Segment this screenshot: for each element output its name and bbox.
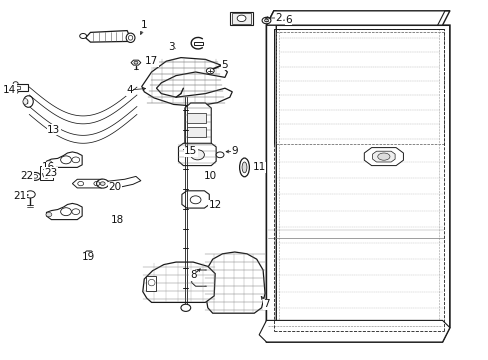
Polygon shape bbox=[46, 203, 82, 220]
Polygon shape bbox=[364, 148, 403, 166]
Text: 5: 5 bbox=[221, 60, 228, 70]
Bar bbox=[14, 84, 28, 91]
Text: 7: 7 bbox=[263, 299, 269, 309]
Text: 6: 6 bbox=[285, 15, 291, 25]
Bar bbox=[186, 127, 206, 137]
Text: 14: 14 bbox=[3, 85, 17, 95]
Ellipse shape bbox=[237, 15, 245, 22]
Ellipse shape bbox=[126, 33, 135, 42]
Polygon shape bbox=[266, 11, 276, 342]
Bar bbox=[193, 42, 203, 45]
Ellipse shape bbox=[80, 33, 86, 39]
Text: 4: 4 bbox=[126, 85, 133, 95]
Bar bbox=[232, 13, 250, 24]
Ellipse shape bbox=[30, 172, 41, 180]
Ellipse shape bbox=[262, 17, 270, 24]
Polygon shape bbox=[178, 143, 216, 166]
Bar bbox=[15, 86, 20, 89]
Text: 23: 23 bbox=[44, 168, 58, 178]
Text: 3: 3 bbox=[167, 42, 174, 52]
Polygon shape bbox=[372, 151, 394, 162]
Polygon shape bbox=[184, 103, 211, 148]
Text: 18: 18 bbox=[110, 215, 124, 225]
Text: 13: 13 bbox=[47, 125, 61, 135]
Ellipse shape bbox=[23, 99, 28, 104]
Text: 2: 2 bbox=[275, 13, 282, 23]
Polygon shape bbox=[46, 152, 82, 167]
Ellipse shape bbox=[100, 182, 105, 185]
Ellipse shape bbox=[242, 162, 246, 173]
Text: 15: 15 bbox=[183, 146, 197, 156]
Ellipse shape bbox=[264, 19, 268, 22]
Text: 9: 9 bbox=[231, 146, 238, 156]
Polygon shape bbox=[266, 25, 449, 342]
Bar bbox=[229, 12, 253, 25]
Text: 11: 11 bbox=[252, 162, 265, 172]
Text: 12: 12 bbox=[208, 200, 222, 210]
Ellipse shape bbox=[206, 68, 214, 74]
Polygon shape bbox=[142, 262, 215, 302]
Text: 16: 16 bbox=[42, 162, 56, 172]
Ellipse shape bbox=[134, 61, 138, 64]
Polygon shape bbox=[205, 252, 264, 313]
Ellipse shape bbox=[42, 167, 50, 178]
Text: 8: 8 bbox=[189, 270, 196, 280]
Ellipse shape bbox=[23, 96, 33, 107]
Ellipse shape bbox=[87, 252, 91, 255]
Ellipse shape bbox=[13, 90, 18, 94]
Polygon shape bbox=[85, 31, 129, 42]
Ellipse shape bbox=[96, 179, 108, 188]
Text: 10: 10 bbox=[203, 171, 216, 181]
Bar bbox=[40, 166, 53, 180]
Text: 19: 19 bbox=[81, 252, 95, 262]
Ellipse shape bbox=[13, 82, 18, 85]
Text: 21: 21 bbox=[13, 191, 26, 201]
Bar bbox=[186, 113, 206, 123]
Polygon shape bbox=[259, 320, 449, 342]
Polygon shape bbox=[266, 11, 449, 25]
Text: 17: 17 bbox=[144, 56, 158, 66]
Ellipse shape bbox=[25, 191, 35, 198]
Polygon shape bbox=[84, 251, 94, 256]
Polygon shape bbox=[182, 191, 209, 208]
Polygon shape bbox=[142, 58, 232, 106]
Ellipse shape bbox=[46, 161, 52, 165]
Ellipse shape bbox=[190, 150, 204, 160]
Polygon shape bbox=[72, 179, 102, 188]
Bar bbox=[145, 276, 156, 291]
Text: 20: 20 bbox=[108, 182, 121, 192]
Ellipse shape bbox=[181, 304, 190, 311]
Text: 1: 1 bbox=[141, 20, 147, 30]
Ellipse shape bbox=[377, 153, 389, 160]
Polygon shape bbox=[131, 60, 141, 65]
Text: 22: 22 bbox=[20, 171, 34, 181]
Ellipse shape bbox=[46, 212, 52, 217]
Ellipse shape bbox=[216, 152, 224, 158]
Ellipse shape bbox=[239, 158, 249, 177]
